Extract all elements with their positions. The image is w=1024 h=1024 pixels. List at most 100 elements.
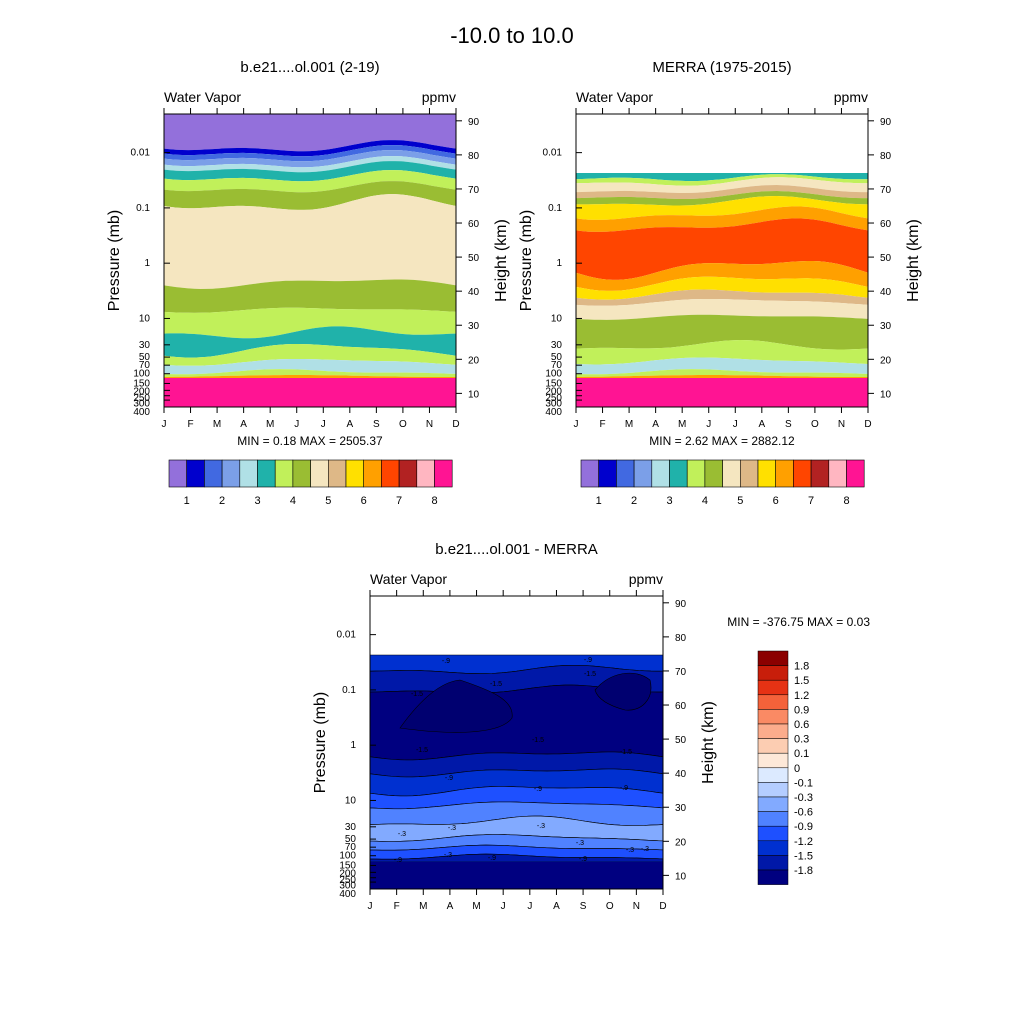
pressure-tick-label: 100 (545, 369, 562, 380)
colorbar-difference-swatch (757, 840, 789, 856)
difference-minimum-cell (399, 679, 513, 733)
colorbar-model-swatch (292, 459, 311, 488)
month-label: F (599, 419, 605, 430)
merra-band-9 (576, 276, 868, 300)
colorbar-difference-label: 1.8 (794, 661, 809, 673)
colorbar-difference-swatch (757, 694, 789, 710)
colorbar-difference-label: 0 (794, 763, 800, 775)
month-label: A (346, 419, 353, 430)
panels-layer: 0.010.1110305070100150200250300400908070… (106, 59, 922, 912)
difference-minimum-cell (594, 672, 652, 711)
colorbar-difference-swatch (757, 825, 789, 842)
height-tick-label: 50 (880, 253, 892, 264)
contour-label: -1.5 (620, 749, 632, 756)
month-label: J (368, 901, 373, 912)
colorbar-merra-label: 8 (843, 495, 849, 507)
colorbar-merra-swatch (739, 459, 759, 488)
contour-label: -.3 (444, 852, 452, 859)
month-label: J (294, 419, 299, 430)
colorbar-difference-label: -0.6 (794, 807, 813, 819)
right-label: ppmv (422, 89, 456, 105)
height-tick-label: 30 (880, 321, 892, 332)
colorbar-merra-label: 6 (773, 495, 779, 507)
pressure-tick-label: 30 (551, 340, 563, 351)
month-label: M (625, 419, 633, 430)
colorbar-difference-label: 0.6 (794, 719, 809, 731)
month-label: J (162, 419, 167, 430)
height-tick-label: 90 (880, 117, 892, 128)
model-band-5 (164, 161, 456, 182)
pressure-tick-label: 0.1 (548, 203, 562, 214)
merra-band-17 (576, 378, 868, 407)
panel-model: 0.010.1110305070100150200250300400908070… (106, 59, 510, 507)
min-max-label: MIN = -376.75 MAX = 0.03 (727, 615, 870, 629)
contour-label: -1.5 (411, 691, 423, 698)
month-label: F (394, 901, 400, 912)
month-label: S (373, 419, 380, 430)
colorbar-difference-swatch (757, 869, 789, 885)
panel-title: b.e21....ol.001 - MERRA (435, 541, 598, 558)
colorbar-difference-label: 0.9 (794, 704, 809, 716)
height-tick-label: 90 (675, 599, 687, 610)
pressure-tick-label: 200 (545, 387, 562, 398)
pressure-tick-label: 10 (139, 313, 151, 324)
month-label: J (574, 419, 579, 430)
colorbar-model-label: 4 (290, 495, 296, 507)
colorbar-difference-swatch (757, 855, 789, 871)
colorbar-merra-swatch (775, 459, 794, 488)
height-tick-label: 80 (468, 151, 480, 162)
pressure-tick-label: 300 (133, 399, 150, 410)
height-tick-label: 80 (675, 633, 687, 644)
month-label: N (426, 419, 433, 430)
contour-label: -.3 (626, 847, 634, 854)
pressure-tick-label: 400 (545, 407, 562, 418)
colorbar-model-label: 7 (396, 495, 402, 507)
month-label: M (213, 419, 221, 430)
right-label: ppmv (834, 89, 868, 105)
height-tick-label: 80 (880, 151, 892, 162)
month-label: D (864, 419, 871, 430)
merra-band-13 (576, 340, 868, 365)
panel-title: MERRA (1975-2015) (652, 59, 791, 76)
panel-merra-fill (576, 173, 868, 407)
colorbar-merra-swatch (686, 459, 706, 488)
model-band-6 (164, 170, 456, 193)
contour-label: -.3 (576, 840, 584, 847)
month-label: F (187, 419, 193, 430)
model-band-9 (164, 279, 456, 313)
model-band-0 (164, 114, 456, 152)
colorbar-merra-swatch (846, 459, 865, 488)
pressure-tick-label: 150 (339, 860, 356, 871)
contour-label: -1.5 (416, 747, 428, 754)
month-label: M (266, 419, 274, 430)
merra-band-11 (576, 299, 868, 320)
figure-title: -10.0 to 10.0 (450, 23, 574, 48)
month-label: S (785, 419, 792, 430)
month-label: A (447, 901, 454, 912)
colorbar-model-label: 5 (325, 495, 331, 507)
month-label: O (606, 901, 614, 912)
height-tick-label: 10 (880, 389, 892, 400)
colorbar-merra-swatch (704, 459, 723, 488)
height-tick-label: 70 (468, 185, 480, 196)
height-tick-label: 40 (675, 769, 687, 780)
colorbar-difference-label: -1.5 (794, 850, 813, 862)
month-label: J (733, 419, 738, 430)
colorbar-model-swatch (310, 459, 329, 488)
contour-label: -.9 (620, 785, 628, 792)
contour-label: -1.5 (490, 681, 502, 688)
colorbar-merra-swatch (633, 459, 653, 488)
colorbar-difference-swatch (757, 767, 789, 783)
height-tick-label: 40 (880, 287, 892, 298)
model-band-13 (164, 359, 456, 375)
colorbar-difference-swatch (757, 752, 789, 769)
pressure-tick-label: 70 (345, 842, 357, 853)
colorbar-merra-swatch (722, 459, 741, 488)
height-tick-label: 50 (675, 735, 687, 746)
pressure-tick-label: 250 (339, 875, 356, 886)
height-tick-label: 60 (468, 219, 480, 230)
panel-difference-fill (370, 654, 663, 889)
merra-band-5 (576, 196, 868, 220)
model-band-4 (164, 156, 456, 173)
pressure-tick-label: 0.01 (543, 148, 563, 159)
